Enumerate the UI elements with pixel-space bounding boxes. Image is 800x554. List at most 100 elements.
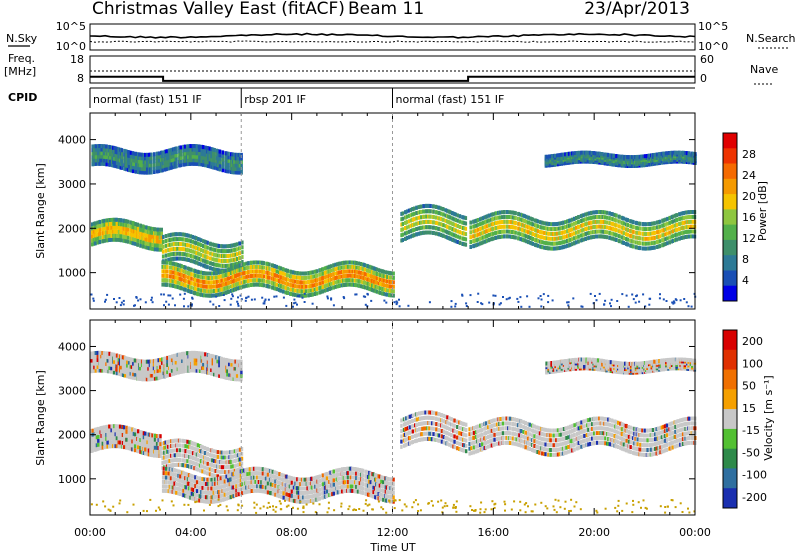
echo-cell [311, 279, 314, 284]
echo-cell [132, 427, 136, 432]
echo-cell [451, 216, 455, 221]
echo-cell [169, 270, 173, 275]
echo-cell [368, 286, 371, 291]
echo-cell [117, 371, 120, 376]
echo-cell [558, 236, 562, 241]
echo-cell [293, 270, 297, 275]
echo-cell [166, 269, 169, 274]
echo-cell [172, 158, 175, 162]
echo-cell [110, 217, 113, 222]
echo-cell [149, 242, 152, 247]
echo-cell [108, 155, 112, 160]
echo-cell [120, 226, 123, 231]
echo-cell [359, 262, 363, 266]
echo-cell [120, 162, 124, 167]
echo-cell [535, 223, 538, 228]
echo-cell [164, 234, 168, 239]
echo-cell [438, 227, 441, 232]
echo-cell [215, 152, 219, 157]
echo-cell [268, 275, 271, 280]
echo-cell [438, 232, 441, 237]
echo-cell [130, 357, 134, 362]
echo-cell [226, 263, 229, 268]
echo-cell [167, 152, 171, 157]
scatter-cell [465, 305, 468, 307]
echo-cell [639, 236, 642, 241]
scatter-cell [539, 295, 542, 297]
echo-cell [407, 235, 411, 240]
echo-cell [198, 155, 201, 160]
echo-cell [103, 445, 106, 450]
echo-cell [478, 231, 482, 236]
scatter-cell [262, 302, 265, 305]
echo-cell [685, 210, 689, 215]
scatter-cell [370, 299, 373, 302]
echo-cell [555, 246, 559, 251]
echo-cell [590, 220, 593, 225]
scatter-cell [162, 293, 165, 296]
echo-cell [656, 239, 659, 244]
echo-cell [475, 223, 478, 228]
echo-cell [179, 152, 183, 157]
echo-cell [121, 433, 125, 437]
echo-cell [235, 266, 239, 271]
echo-cell [164, 248, 168, 253]
echo-cell [632, 244, 635, 249]
echo-cell [207, 156, 210, 161]
echo-cell [451, 222, 455, 227]
echo-cell [261, 269, 264, 274]
echo-cell [169, 278, 173, 283]
echo-cell [481, 216, 485, 221]
echo-cell [541, 225, 544, 230]
echo-cell [227, 158, 230, 163]
echo-cell [370, 274, 374, 279]
echo-cell [571, 151, 575, 156]
echo-cell [233, 156, 236, 161]
scatter-cell [326, 297, 329, 300]
echo-cell [390, 293, 393, 298]
echo-cell [480, 236, 483, 241]
echo-cell [186, 243, 189, 248]
echo-cell [275, 287, 278, 292]
echo-cell [691, 210, 695, 214]
echo-cell [513, 235, 516, 240]
echo-cell [613, 217, 616, 222]
scatter-cell [296, 295, 299, 298]
echo-cell [139, 235, 142, 240]
echo-cell [346, 273, 350, 278]
echo-cell [483, 215, 486, 220]
echo-cell [313, 274, 316, 279]
echo-cell [261, 278, 264, 283]
echo-cell [243, 284, 246, 289]
echo-cell [97, 426, 100, 431]
echo-cell [129, 220, 132, 225]
echo-cell [156, 162, 159, 167]
echo-cell [207, 271, 210, 276]
echo-cell [198, 237, 201, 242]
echo-cell [121, 440, 125, 445]
echo-cell [573, 226, 576, 231]
echo-cell [223, 249, 226, 254]
echo-cell [671, 234, 675, 239]
echo-cell [226, 162, 229, 167]
echo-cell [203, 288, 206, 293]
echo-cell [497, 210, 500, 215]
echo-cell [98, 354, 102, 359]
echo-cell [649, 241, 653, 246]
echo-cell [366, 264, 370, 269]
echo-cell [682, 225, 685, 230]
echo-cell [492, 217, 495, 222]
echo-cell [108, 444, 112, 449]
echo-cell [303, 284, 306, 289]
echo-cell [202, 159, 205, 164]
echo-cell [210, 150, 213, 155]
echo-cell [107, 144, 111, 149]
echo-cell [98, 368, 102, 373]
echo-cell [321, 284, 325, 289]
echo-cell [348, 282, 351, 287]
echo-cell [148, 230, 151, 235]
echo-cell [282, 267, 285, 272]
echo-cell [541, 245, 544, 250]
echo-cell [132, 372, 135, 377]
echo-cell [307, 271, 310, 276]
